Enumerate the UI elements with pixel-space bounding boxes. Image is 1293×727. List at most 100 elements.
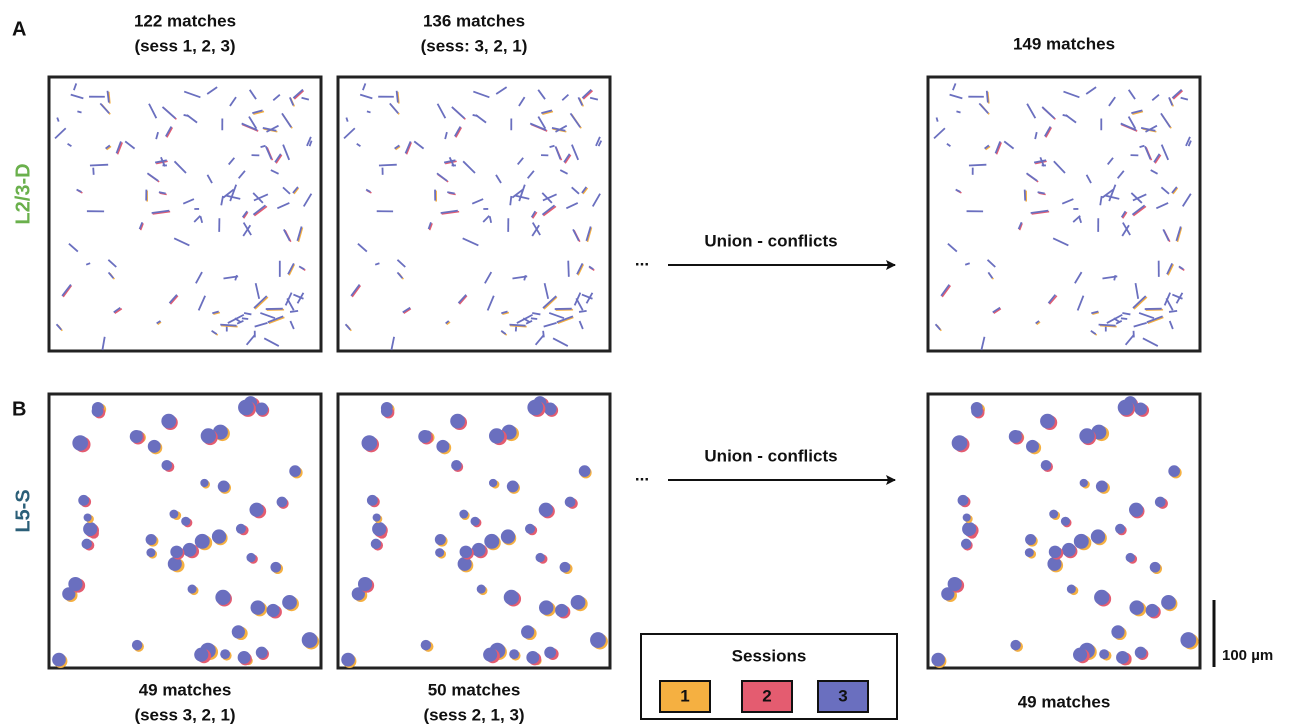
soma (1134, 403, 1147, 416)
soma (1025, 534, 1036, 545)
soma (472, 543, 486, 557)
soma (460, 546, 473, 559)
soma (1079, 428, 1094, 443)
soma (471, 517, 480, 526)
soma (544, 403, 557, 416)
soma (194, 648, 208, 662)
soma (92, 405, 104, 417)
dendrite (220, 325, 236, 326)
image-panel (338, 394, 610, 668)
soma (489, 428, 504, 443)
soma (1091, 529, 1105, 543)
dendrite (290, 311, 298, 312)
soma (255, 403, 268, 416)
soma (489, 479, 497, 487)
soma (1061, 517, 1070, 526)
soma (1080, 479, 1088, 487)
soma (270, 562, 281, 573)
image-panel (338, 77, 610, 351)
dendrite (346, 118, 347, 122)
soma (952, 435, 968, 451)
image-caption: 136 matches (423, 11, 525, 30)
image-caption: 49 matches (139, 680, 232, 699)
soma (372, 522, 386, 536)
soma (267, 604, 280, 617)
image-caption: 149 matches (1013, 34, 1115, 53)
dendrite (397, 91, 398, 103)
soma (130, 430, 143, 443)
soma (362, 435, 378, 451)
soma (181, 517, 190, 526)
soma (1135, 647, 1147, 659)
soma (971, 405, 983, 417)
figure: Sessions 100 µm 123AL2/3-D...Union - con… (0, 0, 1293, 727)
soma (195, 534, 210, 549)
soma (215, 590, 230, 605)
soma (459, 510, 468, 519)
soma (1096, 480, 1108, 492)
soma (256, 647, 268, 659)
soma (521, 625, 534, 638)
soma (436, 440, 449, 453)
soma (1025, 548, 1034, 557)
ellipsis: ... (635, 465, 649, 484)
dendrite (1121, 318, 1127, 319)
soma (962, 522, 976, 536)
soma (1026, 440, 1039, 453)
soma (507, 480, 519, 492)
soma (212, 529, 226, 543)
image-caption: 122 matches (134, 11, 236, 30)
soma (282, 595, 297, 610)
soma (201, 428, 216, 443)
soma (1118, 400, 1134, 416)
soma (555, 604, 568, 617)
soma (451, 460, 462, 471)
soma (251, 600, 266, 615)
soma (170, 546, 183, 559)
soma (1111, 625, 1124, 638)
soma (238, 651, 251, 664)
soma (68, 577, 82, 591)
dendrite (1025, 190, 1026, 201)
dendrite (473, 115, 478, 116)
soma (1150, 562, 1161, 573)
dendrite (568, 261, 569, 277)
panel-letter: B (12, 398, 26, 420)
soma (1116, 651, 1129, 664)
soma (1161, 595, 1176, 610)
image-subcaption: (sess 1, 2, 3) (134, 36, 235, 55)
soma (590, 632, 606, 648)
soma (381, 405, 393, 417)
soma (421, 640, 431, 650)
soma (1168, 465, 1180, 477)
legend-label: 1 (680, 686, 689, 705)
soma (539, 503, 553, 517)
soma (484, 534, 499, 549)
soma (1062, 543, 1076, 557)
soma (1126, 553, 1135, 562)
soma (477, 585, 486, 594)
dendrite (184, 115, 189, 116)
soma (52, 653, 66, 667)
soma (1010, 640, 1020, 650)
dendrite (956, 111, 960, 112)
image-subcaption: (sess 3, 2, 1) (134, 705, 235, 724)
soma (1094, 590, 1109, 605)
soma (1041, 460, 1052, 471)
soma (238, 400, 254, 416)
soma (162, 460, 173, 471)
dendrite (579, 311, 587, 312)
soma (525, 524, 535, 534)
soma (246, 553, 255, 562)
soma (188, 585, 197, 594)
soma (1099, 649, 1109, 659)
soma (963, 513, 971, 521)
dendrite (77, 111, 81, 112)
dendrite (1169, 311, 1177, 312)
image-panel (928, 394, 1200, 668)
soma (958, 495, 969, 506)
soma (509, 649, 519, 659)
image-panel (49, 77, 321, 351)
dendrite (242, 318, 248, 319)
legend-title: Sessions (732, 646, 807, 665)
